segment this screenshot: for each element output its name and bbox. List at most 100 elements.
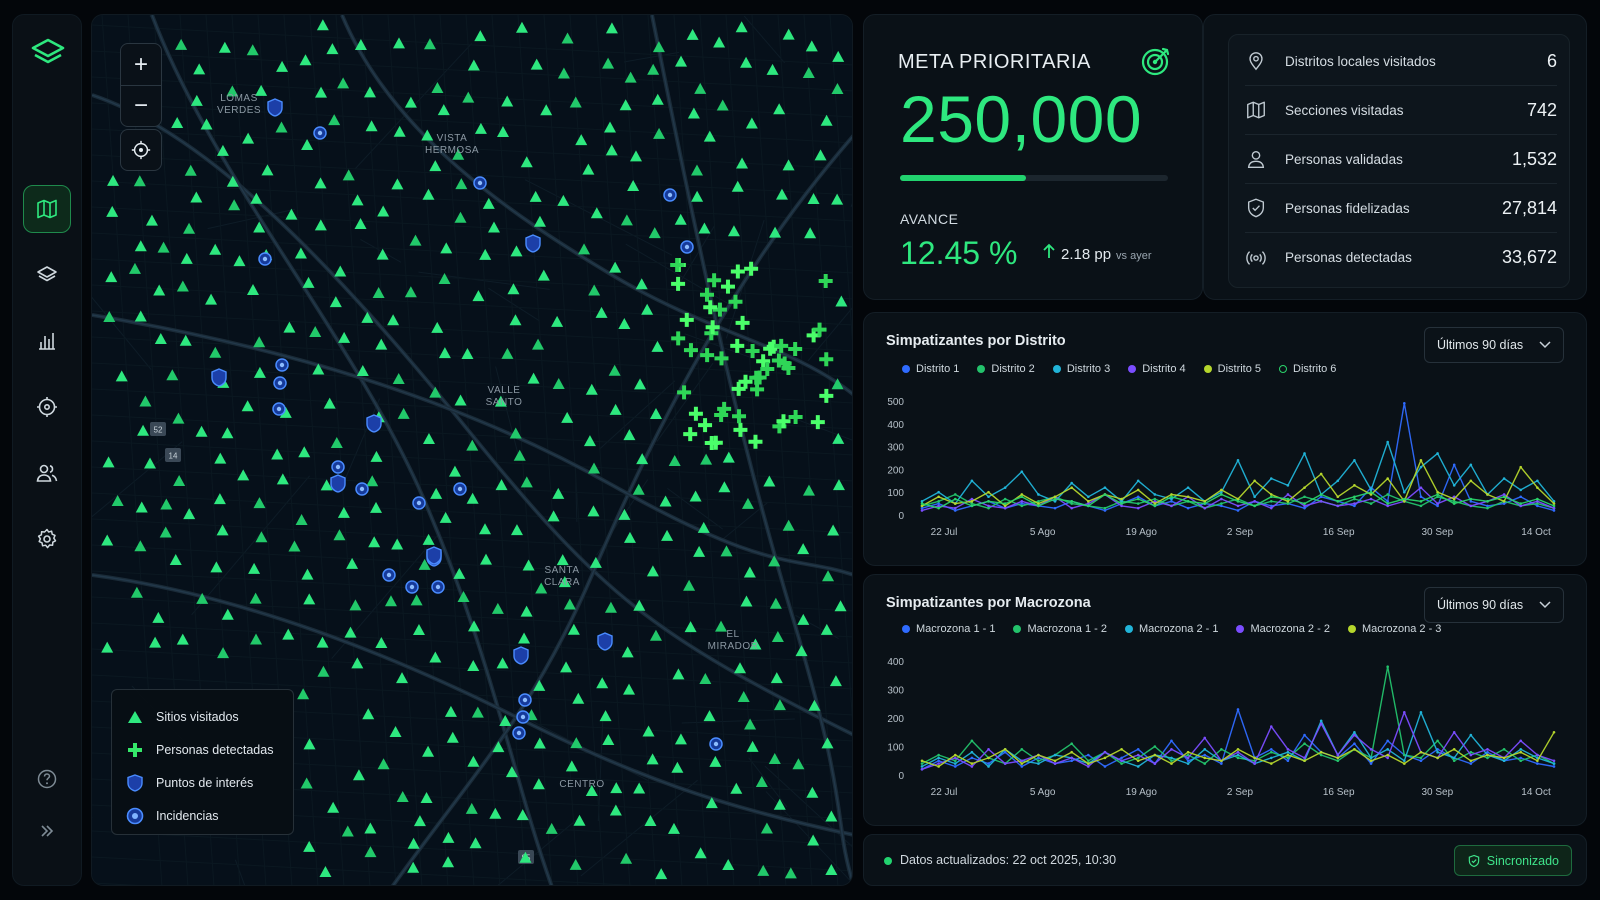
site-marker-icon[interactable] <box>422 745 435 757</box>
site-marker-icon[interactable] <box>595 306 608 318</box>
site-marker-icon[interactable] <box>519 851 532 863</box>
site-marker-icon[interactable] <box>634 378 647 390</box>
site-marker-icon[interactable] <box>249 592 262 604</box>
site-marker-icon[interactable] <box>694 847 707 859</box>
legend-item-puntos[interactable]: Puntos de interés <box>126 766 279 799</box>
site-marker-icon[interactable] <box>333 529 346 541</box>
person-marker-icon[interactable] <box>774 338 789 353</box>
site-marker-icon[interactable] <box>295 514 308 526</box>
site-marker-icon[interactable] <box>620 852 633 864</box>
person-marker-icon[interactable] <box>756 354 771 369</box>
site-marker-icon[interactable] <box>635 278 648 290</box>
site-marker-icon[interactable] <box>397 407 410 419</box>
site-marker-icon[interactable] <box>452 148 465 160</box>
site-marker-icon[interactable] <box>173 475 186 487</box>
person-marker-icon[interactable] <box>679 312 694 327</box>
site-marker-icon[interactable] <box>105 271 118 283</box>
person-marker-icon[interactable] <box>733 422 748 437</box>
person-marker-icon[interactable] <box>714 408 729 423</box>
site-marker-icon[interactable] <box>832 432 845 444</box>
site-marker-icon[interactable] <box>446 731 459 743</box>
person-marker-icon[interactable] <box>735 315 750 330</box>
site-marker-icon[interactable] <box>438 347 451 359</box>
site-marker-icon[interactable] <box>175 38 188 50</box>
site-marker-icon[interactable] <box>633 782 646 794</box>
site-marker-icon[interactable] <box>623 429 636 441</box>
site-marker-icon[interactable] <box>529 190 542 202</box>
person-marker-icon[interactable] <box>788 341 803 356</box>
site-marker-icon[interactable] <box>532 778 545 790</box>
site-marker-icon[interactable] <box>376 248 389 260</box>
person-marker-icon[interactable] <box>720 279 735 294</box>
site-marker-icon[interactable] <box>572 692 585 704</box>
site-marker-icon[interactable] <box>609 403 622 415</box>
site-marker-icon[interactable] <box>467 660 480 672</box>
site-marker-icon[interactable] <box>722 451 735 463</box>
site-marker-icon[interactable] <box>770 672 783 684</box>
site-marker-icon[interactable] <box>365 120 378 132</box>
site-marker-icon[interactable] <box>139 395 152 407</box>
site-marker-icon[interactable] <box>253 221 266 233</box>
site-marker-icon[interactable] <box>213 493 226 505</box>
site-marker-icon[interactable] <box>602 733 615 745</box>
site-marker-icon[interactable] <box>442 856 455 868</box>
site-marker-icon[interactable] <box>341 825 354 837</box>
site-marker-icon[interactable] <box>298 446 311 458</box>
site-marker-icon[interactable] <box>831 378 844 390</box>
site-marker-icon[interactable] <box>329 296 342 308</box>
legend-entry[interactable]: Distrito 5 <box>1203 363 1261 375</box>
site-marker-icon[interactable] <box>743 566 756 578</box>
site-marker-icon[interactable] <box>377 205 390 217</box>
site-marker-icon[interactable] <box>560 661 573 673</box>
site-marker-icon[interactable] <box>520 605 533 617</box>
site-marker-icon[interactable] <box>535 582 548 594</box>
site-marker-icon[interactable] <box>255 531 268 543</box>
poi-marker-icon[interactable] <box>366 414 382 433</box>
person-marker-icon[interactable] <box>730 338 745 353</box>
site-marker-icon[interactable] <box>301 138 314 150</box>
site-marker-icon[interactable] <box>429 386 442 398</box>
site-marker-icon[interactable] <box>642 725 655 737</box>
site-marker-icon[interactable] <box>827 524 840 536</box>
site-marker-icon[interactable] <box>440 242 453 254</box>
site-marker-icon[interactable] <box>101 641 114 653</box>
site-marker-icon[interactable] <box>303 738 316 750</box>
site-marker-icon[interactable] <box>699 673 712 685</box>
site-marker-icon[interactable] <box>253 497 266 509</box>
site-marker-icon[interactable] <box>693 545 706 557</box>
site-marker-icon[interactable] <box>176 280 189 292</box>
site-marker-icon[interactable] <box>387 314 400 326</box>
site-marker-icon[interactable] <box>474 30 487 42</box>
site-marker-icon[interactable] <box>821 737 834 749</box>
site-marker-icon[interactable] <box>636 453 649 465</box>
site-marker-icon[interactable] <box>731 180 744 192</box>
site-marker-icon[interactable] <box>496 126 509 138</box>
legend-entry[interactable]: Distrito 6 <box>1279 363 1336 375</box>
site-marker-icon[interactable] <box>829 675 842 687</box>
site-marker-icon[interactable] <box>491 602 504 614</box>
site-marker-icon[interactable] <box>831 82 844 94</box>
site-marker-icon[interactable] <box>303 593 316 605</box>
site-marker-icon[interactable] <box>130 586 143 598</box>
site-marker-icon[interactable] <box>610 782 623 794</box>
site-marker-icon[interactable] <box>651 93 664 105</box>
site-marker-icon[interactable] <box>659 495 672 507</box>
site-marker-icon[interactable] <box>479 248 492 260</box>
poi-marker-icon[interactable] <box>211 368 227 387</box>
site-marker-icon[interactable] <box>741 497 754 509</box>
site-marker-icon[interactable] <box>233 255 246 267</box>
person-marker-icon[interactable] <box>818 273 833 288</box>
site-marker-icon[interactable] <box>771 630 784 642</box>
site-marker-icon[interactable] <box>599 710 612 722</box>
site-marker-icon[interactable] <box>363 86 376 98</box>
site-marker-icon[interactable] <box>567 623 580 635</box>
site-marker-icon[interactable] <box>784 867 797 879</box>
site-marker-icon[interactable] <box>317 665 330 677</box>
site-marker-icon[interactable] <box>454 211 467 223</box>
site-marker-icon[interactable] <box>667 822 680 834</box>
person-marker-icon[interactable] <box>705 320 720 335</box>
person-marker-icon[interactable] <box>788 410 803 425</box>
site-marker-icon[interactable] <box>494 395 507 407</box>
person-marker-icon[interactable] <box>744 261 759 276</box>
site-marker-icon[interactable] <box>834 600 847 612</box>
